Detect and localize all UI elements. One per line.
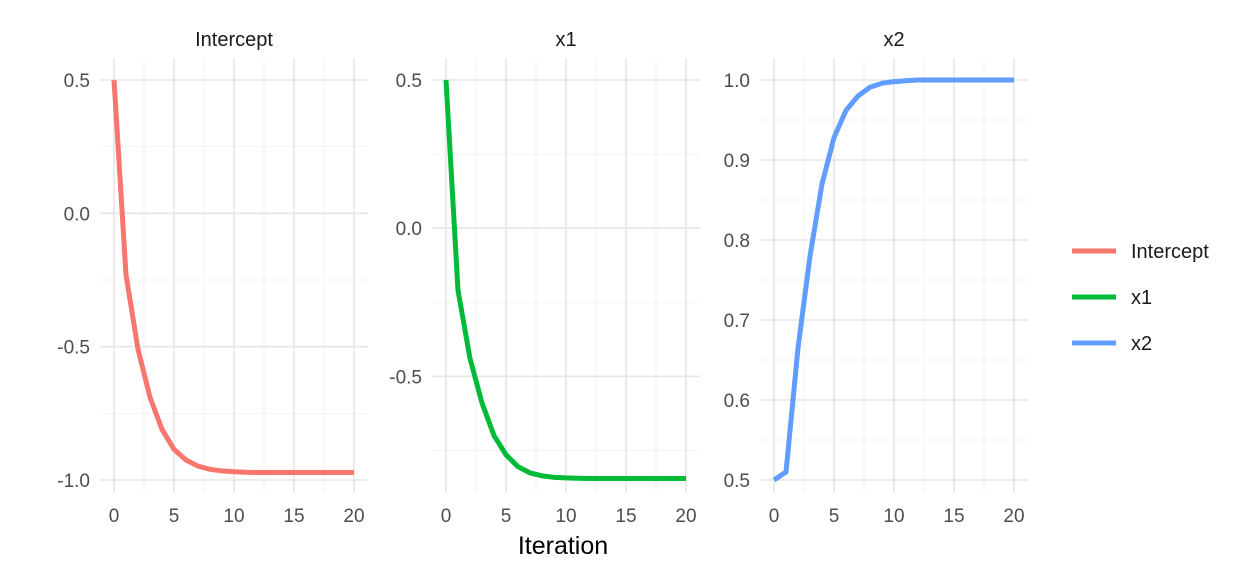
x-tick-label: 20 [343, 506, 364, 527]
y-tick-label: 0.7 [724, 311, 750, 332]
legend-item-x2: x2 [1072, 333, 1152, 355]
legend-label: Intercept [1131, 241, 1209, 263]
y-tick-label: 0.5 [396, 71, 422, 92]
legend-label: x1 [1131, 287, 1152, 309]
series-line-x1 [443, 79, 686, 482]
x-tick-label: 10 [223, 506, 244, 527]
chart-panels: 0 5 10 15 20 -1.0 -0.5 0.0 0.5 Intercept 0 5 10 15 20 -… [57, 29, 1028, 527]
x-tick-label: 5 [169, 506, 180, 527]
x-tick-label: 15 [283, 506, 304, 527]
y-tick-label: 0.9 [724, 151, 750, 172]
y-tick-label: -0.5 [389, 367, 422, 388]
x-tick-label: 0 [441, 506, 452, 527]
facet-title: x1 [555, 29, 576, 51]
y-tick-label: 0.0 [64, 204, 90, 225]
x-tick-label: 5 [501, 506, 512, 527]
y-tick-label: 0.5 [724, 471, 750, 492]
panel-intercept: 0 5 10 15 20 -1.0 -0.5 0.0 0.5 Intercept [57, 29, 368, 527]
legend-label: x2 [1131, 333, 1152, 355]
x-tick-label: 20 [1003, 506, 1024, 527]
y-tick-label: -1.0 [57, 471, 90, 492]
legend: Intercept x1 x2 [1072, 241, 1209, 355]
series-line-intercept [111, 79, 354, 476]
y-tick-label: 1.0 [724, 71, 750, 92]
x-tick-label: 10 [555, 506, 576, 527]
series-line-x2 [772, 77, 1014, 483]
y-tick-label: 0.5 [64, 71, 90, 92]
x-tick-label: 10 [883, 506, 904, 527]
x-tick-label: 15 [943, 506, 964, 527]
panel-x1: 0 5 10 15 20 -0.5 0.0 0.5 x1 [389, 29, 700, 527]
x-axis-title: Iteration [518, 532, 608, 560]
facet-title: Intercept [195, 29, 273, 51]
facet-title: x2 [883, 29, 904, 51]
x-tick-label: 0 [769, 506, 780, 527]
panel-x2: 0 5 10 15 20 0.5 0.6 0.7 0.8 0.9 1.0 x2 [724, 29, 1028, 527]
x-tick-label: 20 [675, 506, 696, 527]
y-tick-label: 0.0 [396, 219, 422, 240]
legend-item-x1: x1 [1072, 287, 1152, 309]
x-tick-label: 5 [829, 506, 840, 527]
legend-item-intercept: Intercept [1072, 241, 1209, 263]
x-tick-label: 0 [109, 506, 120, 527]
y-tick-label: -0.5 [57, 338, 90, 359]
x-tick-label: 15 [615, 506, 636, 527]
y-tick-label: 0.6 [724, 391, 750, 412]
y-tick-label: 0.8 [724, 231, 750, 252]
